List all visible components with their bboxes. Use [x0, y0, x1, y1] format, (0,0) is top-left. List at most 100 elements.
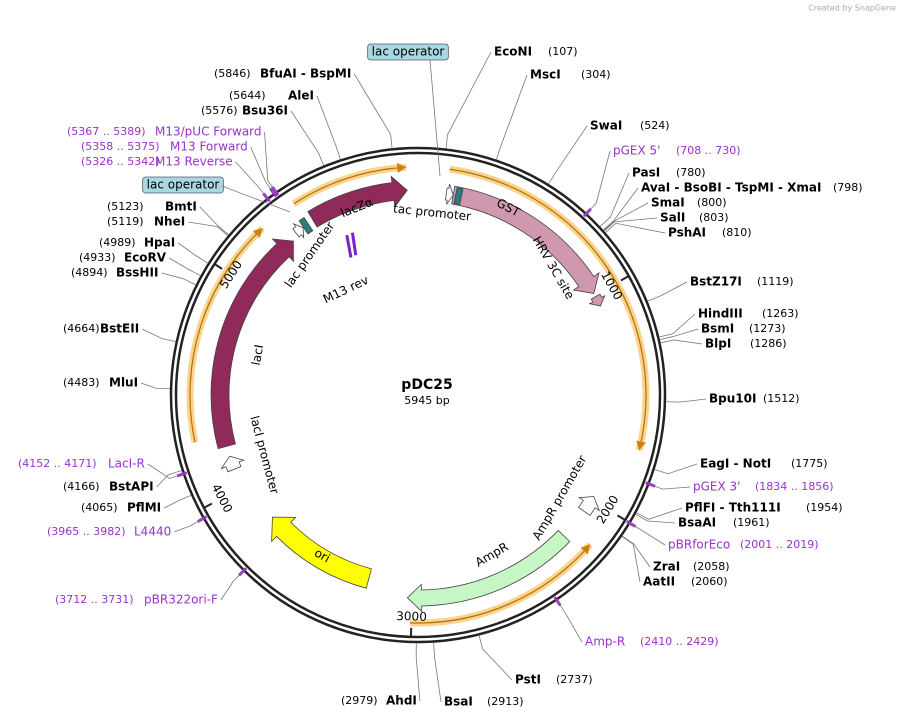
enzyme-position: (2060): [691, 575, 728, 588]
orf-arc-line: [189, 227, 263, 443]
enzyme-name: AatII: [643, 575, 675, 589]
primer-range: (2410 .. 2429): [640, 635, 719, 648]
enzyme-position: (4065): [81, 501, 118, 514]
primer-name: L4440: [134, 525, 171, 539]
enzyme-line: [621, 535, 651, 568]
m13-rev-mark: [350, 232, 358, 256]
enzyme-position: (1775): [791, 457, 828, 470]
enzyme-position: (304): [581, 68, 611, 81]
primer-range: (2001 .. 2019): [740, 538, 819, 551]
feature-arrow: [271, 516, 372, 589]
enzyme-position: (1286): [750, 337, 787, 350]
enzyme-line: [659, 313, 696, 338]
enzyme-position: (780): [676, 166, 706, 179]
enzyme-position: (5119): [107, 215, 144, 228]
enzyme-name: EagI - NotI: [700, 457, 771, 471]
orf-arrowhead: [252, 228, 263, 238]
primer-name: Amp-R: [585, 635, 625, 649]
orf-arrowhead: [636, 440, 647, 451]
feature-line: [429, 59, 441, 177]
enzyme-position: (4933): [79, 251, 116, 264]
enzyme-position: (2737): [556, 673, 593, 686]
feature-arrow: [451, 185, 600, 294]
orf-arc-line: [410, 544, 591, 624]
watermark: Created by SnapGene: [808, 4, 896, 13]
enzyme-name: Bpu10I: [709, 392, 756, 406]
enzyme-name: AhdI: [386, 694, 417, 708]
primer-name: M13/pUC Forward: [155, 125, 262, 139]
enzyme-name: PflMI: [127, 501, 161, 515]
primer-line: [235, 161, 268, 199]
enzyme-line: [199, 206, 229, 236]
enzyme-line: [290, 110, 325, 166]
enzyme-position: (5644): [229, 89, 266, 102]
primer-range: (708 .. 730): [676, 144, 741, 157]
enzyme-name: SmaI: [651, 196, 685, 210]
enzyme-line: [140, 382, 171, 390]
enzyme-position: (1954): [806, 501, 843, 514]
feature-label: lac operator: [372, 45, 445, 59]
enzyme-line: [605, 222, 666, 234]
tick-mark: [213, 262, 223, 270]
primer-line: [629, 523, 666, 546]
enzyme-line: [433, 642, 442, 703]
enzyme-name: BsaAI: [678, 516, 716, 530]
enzyme-position: (798): [833, 181, 863, 194]
feature-arrow: [406, 529, 571, 613]
orf-arc: [449, 165, 650, 452]
enzyme-position: (5123): [107, 200, 144, 213]
enzyme-name: MscI: [530, 68, 561, 82]
feature-label: lacI: [249, 343, 266, 366]
enzyme-position: (5846): [214, 67, 251, 80]
enzyme-line: [163, 494, 192, 509]
enzyme-position: (2979): [341, 694, 378, 707]
enzyme-line: [161, 272, 196, 286]
operator-box: [453, 187, 464, 205]
tick-mark: [620, 274, 631, 282]
primer-line: [586, 150, 611, 214]
operator-box: [298, 216, 314, 235]
feature-arrow: [444, 184, 454, 205]
enzyme-name: BstEII: [100, 322, 139, 336]
primer-range: (5367 .. 5389): [67, 125, 146, 138]
enzyme-name: BstZ17I: [690, 275, 742, 289]
enzyme-line: [647, 281, 688, 302]
enzyme-line: [316, 95, 341, 160]
enzyme-line: [636, 507, 683, 520]
enzyme-line: [141, 328, 176, 343]
enzyme-line: [445, 51, 492, 149]
primer-line: [174, 518, 204, 533]
enzyme-position: (2913): [487, 695, 524, 708]
primer-range: (4152 .. 4171): [18, 457, 97, 470]
tick-mark: [202, 502, 213, 510]
feature-box: [367, 43, 449, 61]
orf-arc-line: [449, 168, 647, 451]
enzyme-name: PstI: [515, 673, 541, 687]
enzyme-line: [660, 339, 703, 345]
feature-label: lacI promoter: [247, 414, 281, 495]
enzyme-line: [156, 470, 182, 488]
enzyme-line: [415, 642, 421, 702]
enzyme-name: EcoNI: [494, 45, 532, 59]
enzyme-name: AleI: [288, 89, 314, 103]
feature-arrow: [577, 496, 601, 517]
enzyme-position: (810): [722, 226, 752, 239]
enzyme-line: [495, 74, 528, 160]
enzyme-position: (1263): [762, 307, 799, 320]
enzyme-name: BfuAI - BspMI: [260, 67, 351, 81]
enzyme-line: [599, 172, 630, 227]
enzyme-position: (4894): [71, 266, 108, 279]
backbone-inner: [174, 151, 662, 639]
enzyme-position: (800): [697, 196, 727, 209]
feature-arrow: [220, 455, 245, 473]
orf-arrowhead: [580, 544, 591, 555]
enzyme-name: HindIII: [698, 307, 743, 321]
enzyme-line: [603, 217, 658, 232]
feature-label: lac operator: [147, 178, 220, 192]
enzyme-name: ZraI: [653, 560, 680, 574]
primer-name: LacI-R: [108, 457, 145, 471]
primer-name: M13 Forward: [170, 140, 248, 154]
feature-line: [221, 185, 291, 213]
backbone-outer: [169, 146, 667, 644]
